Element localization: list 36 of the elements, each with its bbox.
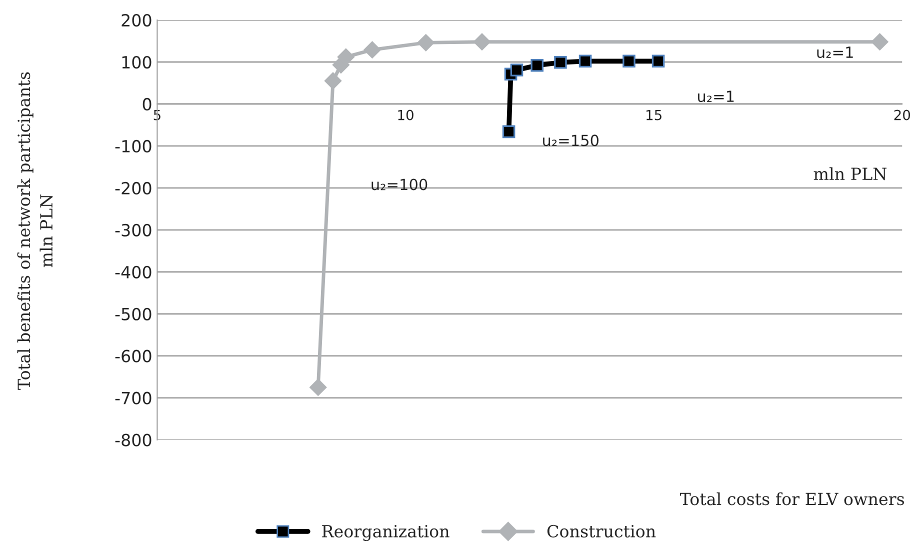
- annotation: u₂=1: [698, 90, 734, 102]
- y-tick-label: -500: [115, 308, 152, 320]
- y-tick-label: -600: [115, 350, 152, 362]
- annotation: u₂=1: [817, 46, 853, 58]
- y-tick-label: 0: [142, 98, 152, 111]
- y-axis-title: Total benefits of network participants mln PLN: [17, 72, 53, 390]
- point: [309, 378, 327, 396]
- point: [363, 40, 382, 59]
- x-axis-title: Total costs for ELV owners: [680, 492, 904, 506]
- point: [652, 54, 665, 68]
- point: [473, 33, 491, 51]
- legend-label: Construction: [547, 524, 656, 538]
- point: [530, 58, 544, 72]
- x-tick-label: 10: [398, 110, 414, 120]
- point: [622, 54, 636, 68]
- annotation: mln PLN: [814, 167, 886, 180]
- point: [870, 33, 889, 51]
- annotation: u₂=150: [543, 134, 598, 146]
- point: [324, 72, 342, 90]
- point: [510, 64, 524, 76]
- x-tick-label: 20: [894, 110, 910, 120]
- y-tick-label: -200: [115, 182, 152, 194]
- y-tick-label: -300: [115, 224, 152, 236]
- y-tick-label: -800: [115, 434, 152, 446]
- point: [578, 54, 592, 68]
- point: [502, 125, 516, 138]
- y-tick-label: -400: [115, 266, 152, 278]
- y-tick-label: -700: [115, 392, 152, 404]
- point: [417, 34, 435, 52]
- legend-label: Reorganization: [322, 525, 450, 541]
- y-tick-label: -100: [115, 140, 152, 153]
- annotation: u₂=100: [372, 178, 428, 190]
- y-tick-label: 200: [122, 14, 152, 27]
- point: [554, 56, 567, 69]
- x-tick-label: 15: [646, 110, 662, 120]
- y-tick-label: 100: [122, 56, 152, 69]
